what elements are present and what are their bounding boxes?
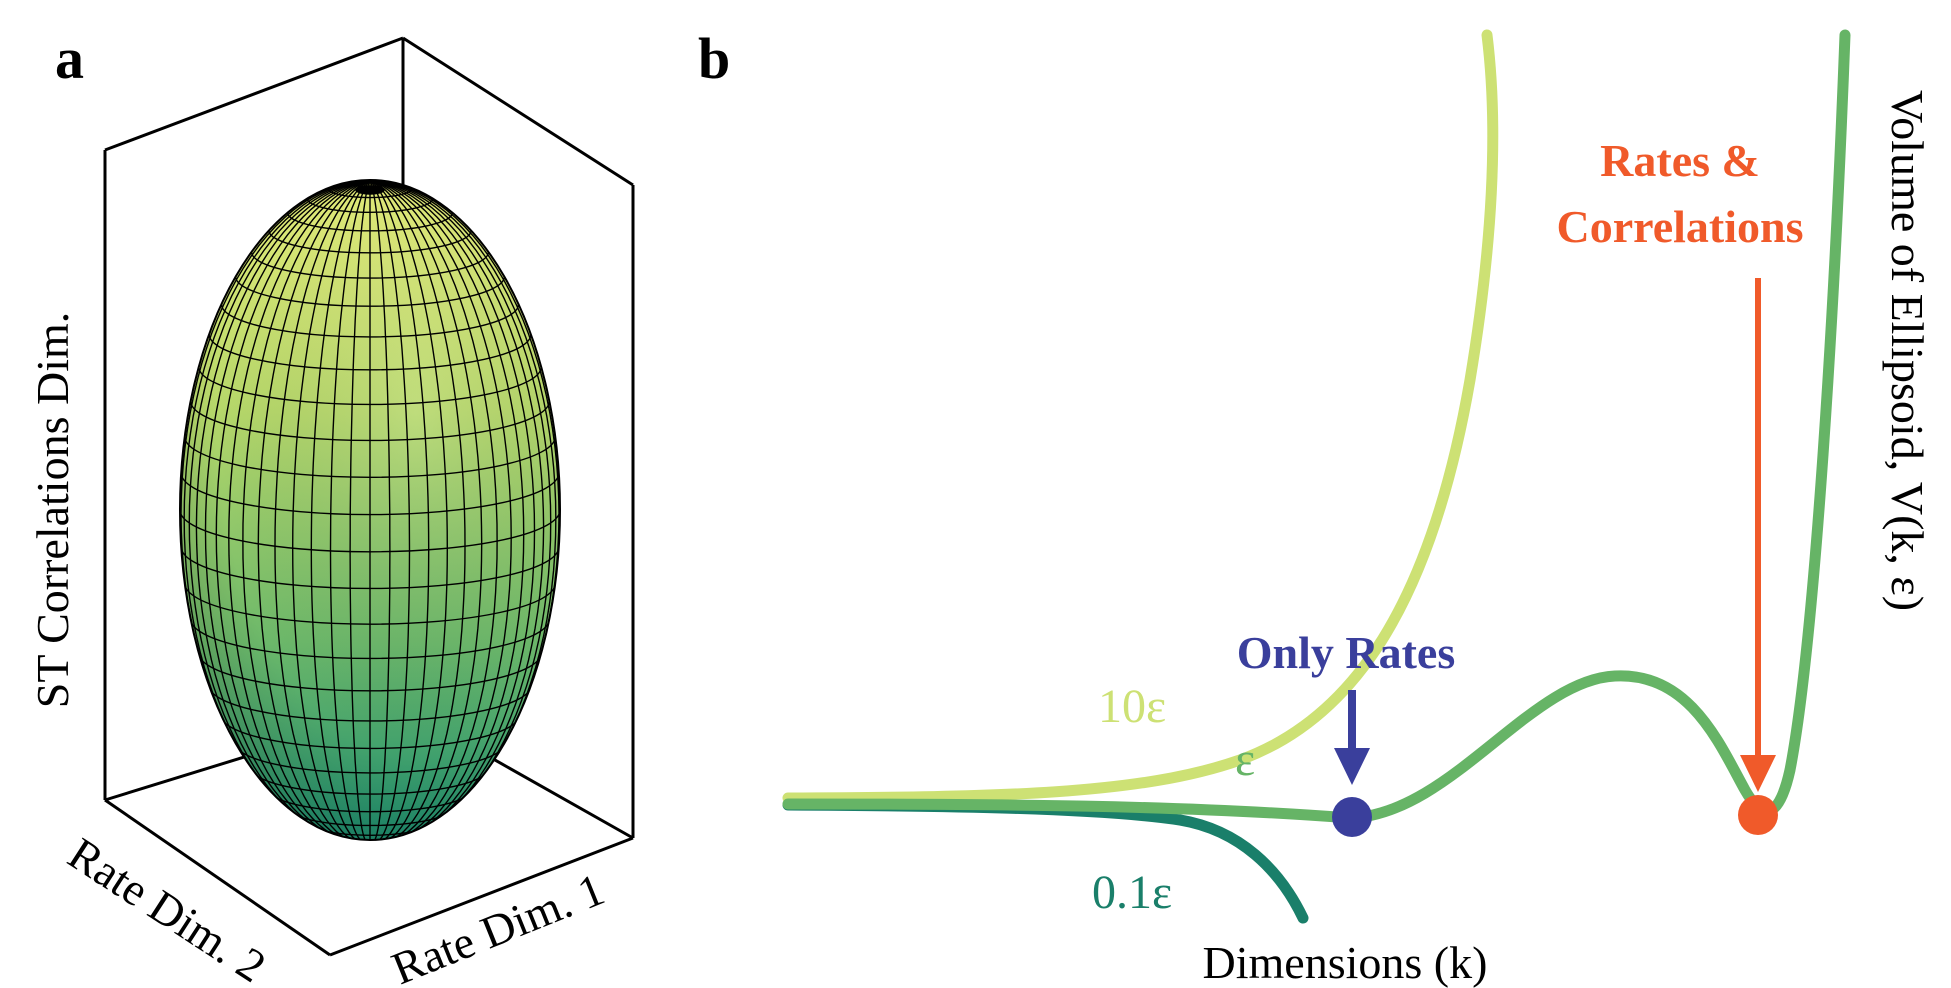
mesh-longitude bbox=[310, 180, 371, 840]
panel-b: b 10ε ε 0.1ε Only Rates Rates & Correlat… bbox=[698, 26, 1933, 988]
mesh-longitude bbox=[215, 180, 371, 840]
b-y-axis-label: Volume of Ellipsoid, V(k, ε) bbox=[1882, 90, 1933, 611]
mesh-longitude bbox=[369, 180, 498, 840]
label-10eps: 10ε bbox=[1098, 680, 1166, 733]
mesh-longitude bbox=[349, 180, 371, 840]
z-axis-label: ST Correlations Dim. bbox=[27, 312, 78, 709]
panel-a-letter: a bbox=[55, 26, 84, 91]
mesh-longitude bbox=[329, 180, 371, 840]
marker-only-rates: Only Rates bbox=[1237, 627, 1456, 837]
ellipsoid-surface bbox=[179, 179, 561, 841]
curve-0.1eps bbox=[782, 799, 1309, 924]
rates-correlations-label-line1: Rates & bbox=[1600, 135, 1760, 186]
curve-eps bbox=[782, 29, 1851, 824]
only-rates-dot bbox=[1332, 797, 1372, 837]
b-x-axis-label: Dimensions (k) bbox=[1203, 937, 1488, 988]
mesh-longitude bbox=[369, 180, 525, 840]
y-axis-label: Rate Dim. 1 bbox=[385, 863, 611, 988]
label-eps: ε bbox=[1235, 733, 1255, 786]
marker-rates-correlations: Rates & Correlations bbox=[1556, 135, 1804, 835]
mesh-longitude bbox=[369, 180, 411, 840]
mesh-longitude bbox=[291, 180, 371, 840]
x-axis-label: Rate Dim. 2 bbox=[60, 828, 275, 988]
mesh-longitude bbox=[242, 180, 371, 840]
mesh-longitude bbox=[369, 180, 512, 840]
panel-a: a ST Correlations Dim. Rate Dim. 2 Rate … bbox=[27, 26, 635, 988]
mesh-longitude bbox=[274, 180, 371, 840]
mesh-longitude bbox=[369, 180, 449, 840]
mesh-longitude bbox=[369, 180, 430, 840]
mesh-longitude bbox=[369, 180, 466, 840]
rates-correlations-label-line2: Correlations bbox=[1556, 201, 1803, 252]
panel-b-letter: b bbox=[698, 26, 730, 91]
mesh-longitude bbox=[228, 180, 371, 840]
mesh-longitude bbox=[257, 180, 371, 840]
label-0.1eps: 0.1ε bbox=[1092, 866, 1172, 919]
rates-correlations-dot bbox=[1738, 795, 1778, 835]
curve-10eps bbox=[782, 29, 1499, 804]
mesh-longitude bbox=[369, 180, 391, 840]
mesh-longitude bbox=[369, 180, 483, 840]
mesh-pole bbox=[355, 185, 385, 195]
only-rates-label: Only Rates bbox=[1237, 627, 1456, 678]
